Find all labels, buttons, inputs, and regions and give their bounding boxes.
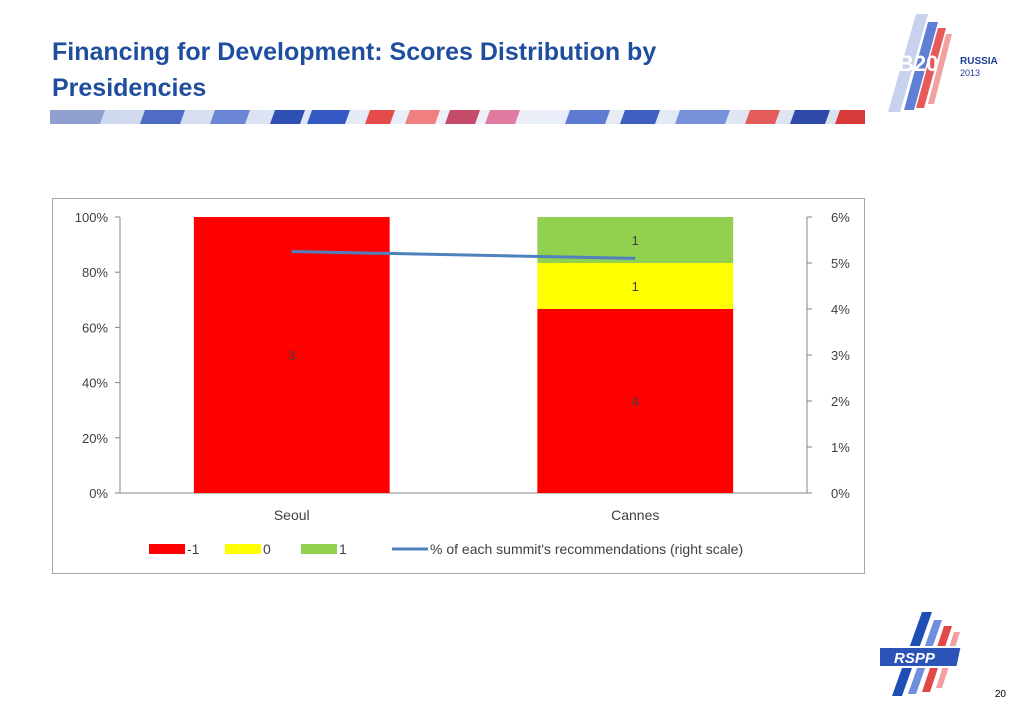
bar-segment	[537, 217, 734, 263]
legend-swatch	[149, 544, 185, 554]
legend-swatch	[301, 544, 337, 554]
header-stripe	[50, 110, 865, 124]
legend-label: 0	[263, 541, 271, 557]
stacked-bar-chart: 0% 20% 40% 60% 80% 100% 0% 1% 2% 3% 4% 5% 6% 3 Seoul 4 1…	[75, 210, 850, 557]
right-tick-label: 3%	[831, 348, 850, 363]
left-tick-label: 40%	[82, 376, 108, 391]
rspp-text: RSPP	[894, 650, 936, 667]
chart-panel: 0% 20% 40% 60% 80% 100% 0% 1% 2% 3% 4% 5% 6% 3 Seoul 4 1…	[52, 198, 865, 574]
slide-title: Financing for Development: Scores Distri…	[52, 38, 657, 102]
rspp-logo: RSPP	[880, 612, 970, 696]
legend-label: -1	[187, 541, 200, 557]
bar-data-label: 1	[632, 279, 639, 294]
legend-label: % of each summit's recommendations (righ…	[430, 541, 743, 557]
b20-russia-logo: B20 RUSSIA 2013	[888, 14, 998, 112]
left-tick-label: 60%	[82, 320, 108, 335]
legend-label: 1	[339, 541, 347, 557]
category-label: Seoul	[274, 507, 310, 523]
line-series	[291, 250, 636, 260]
bar-segment	[193, 217, 390, 493]
right-tick-label: 2%	[831, 394, 850, 409]
bar-segment	[537, 309, 734, 493]
bar-data-label: 1	[632, 233, 639, 248]
left-tick-label: 100%	[75, 210, 109, 225]
b20-mark: B20	[898, 51, 938, 76]
left-tick-label: 80%	[82, 265, 108, 280]
right-tick-label: 0%	[831, 486, 850, 501]
b20-year: 2013	[960, 68, 980, 78]
page-number: 20	[994, 689, 1006, 700]
category-label: Cannes	[611, 507, 659, 523]
left-tick-label: 0%	[89, 486, 108, 501]
right-tick-label: 5%	[831, 256, 850, 271]
right-tick-label: 1%	[831, 440, 850, 455]
bar-data-label: 3	[288, 348, 295, 363]
legend-swatch	[225, 544, 261, 554]
bar-data-label: 4	[632, 394, 639, 409]
right-tick-label: 6%	[831, 210, 850, 225]
right-tick-label: 4%	[831, 302, 850, 317]
left-tick-label: 20%	[82, 431, 108, 446]
b20-country: RUSSIA	[960, 56, 998, 67]
bar-segment	[537, 263, 734, 309]
